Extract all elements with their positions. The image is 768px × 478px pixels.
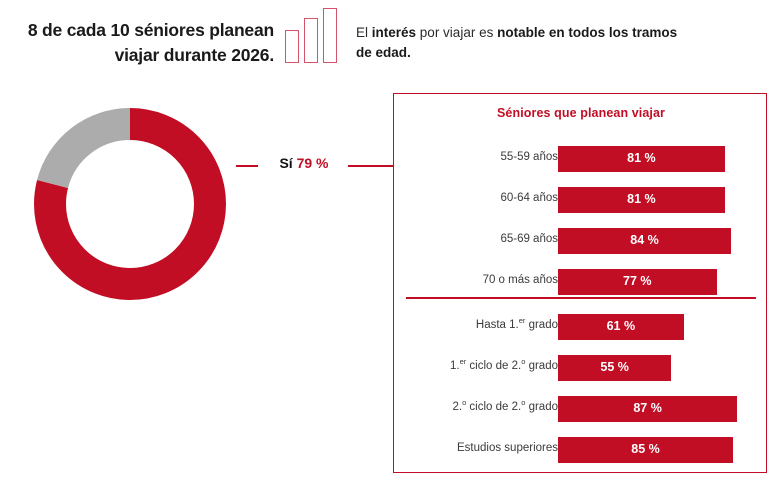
subheadline-run-0: El: [356, 25, 372, 40]
bar-value-label: 81 %: [627, 192, 656, 206]
donut-callout-text: Sí 79 %: [262, 155, 346, 171]
bar-label: 65-69 años: [500, 233, 558, 245]
bar-fill: [558, 228, 732, 254]
donut-segment-1: [34, 108, 226, 300]
bar-label: 55-59 años: [500, 151, 558, 163]
bar-row: Hasta 1.er grado 61 %: [394, 314, 768, 340]
bar-label: Estudios superiores: [457, 442, 558, 454]
bar-track: 55 %: [558, 355, 764, 381]
bar-track: 84 %: [558, 228, 764, 254]
bar-track: 81 %: [558, 146, 764, 172]
bar-label: 2.o ciclo de 2.o grado: [452, 398, 558, 413]
bar-fill: [558, 146, 725, 172]
bar-row: 60-64 años 81 %: [394, 187, 768, 213]
bar-value-label: 61 %: [606, 319, 636, 333]
callout-leader-left: [236, 165, 258, 167]
bar-fill: [558, 187, 725, 213]
subheadline-run-1: interés: [371, 25, 417, 40]
bar-value-label: 77 %: [623, 274, 652, 288]
bar-track: 85 %: [558, 437, 764, 463]
chart-panel: Séniores que planean viajar 55-59 años 81…: [393, 93, 767, 473]
bar-row: 70 o más años 77 %: [394, 269, 768, 295]
bar-row: 55-59 años 81 %: [394, 146, 768, 172]
bar-fill: [558, 314, 684, 340]
bar-track: 61 %: [558, 314, 764, 340]
bar-row: Estudios superiores 85 %: [394, 437, 768, 463]
donut-chart: [34, 108, 226, 300]
donut-callout-value: 79 %: [296, 155, 329, 171]
bar-chart-icon-bar-3: [323, 8, 337, 63]
subheadline: El interés por viajar es notable en todo…: [356, 23, 686, 63]
header: 8 de cada 10 séniores planean viajar dur…: [0, 0, 768, 88]
bar-chart-icon-bar-1: [285, 30, 299, 63]
bar-value-label: 85 %: [631, 442, 660, 456]
bar-label: Hasta 1.er grado: [475, 316, 558, 331]
bar-value-label: 81 %: [627, 151, 656, 165]
bar-row: 65-69 años 84 %: [394, 228, 768, 254]
donut-callout-label: Sí: [279, 155, 293, 171]
bar-value-label: 84 %: [630, 233, 659, 247]
bar-chart-icon: [285, 8, 337, 63]
subheadline-run-3: notable en todos los tramos de edad.: [356, 25, 678, 60]
bar-fill: [558, 437, 734, 463]
bar-track: 81 %: [558, 187, 764, 213]
subheadline-run-2: por viajar es: [416, 25, 498, 40]
bar-track: 87 %: [558, 396, 764, 422]
bar-fill: [558, 355, 672, 381]
donut-chart-svg: [34, 108, 226, 300]
bar-label: 1.er ciclo de 2.o grado: [449, 357, 558, 372]
bar-track: 77 %: [558, 269, 764, 295]
bar-fill: [558, 396, 738, 422]
bar-chart-icon-bar-2: [304, 18, 318, 63]
bar-row: 1.er ciclo de 2.o grado 55 %: [394, 355, 768, 381]
donut-callout: Sí 79 %: [236, 152, 396, 180]
bar-label: 70 o más años: [482, 274, 558, 286]
panel-divider: [406, 297, 756, 299]
bar-value-label: 55 %: [600, 360, 629, 374]
bar-fill: [558, 269, 717, 295]
bar-value-label: 87 %: [633, 401, 662, 415]
bar-label: 60-64 años: [500, 192, 558, 204]
callout-leader-right: [348, 165, 396, 167]
bar-row: 2.o ciclo de 2.o grado 87 %: [394, 396, 768, 422]
page-title: 8 de cada 10 séniores planean viajar dur…: [27, 20, 274, 65]
panel-title: Séniores que planean viajar: [496, 106, 666, 120]
